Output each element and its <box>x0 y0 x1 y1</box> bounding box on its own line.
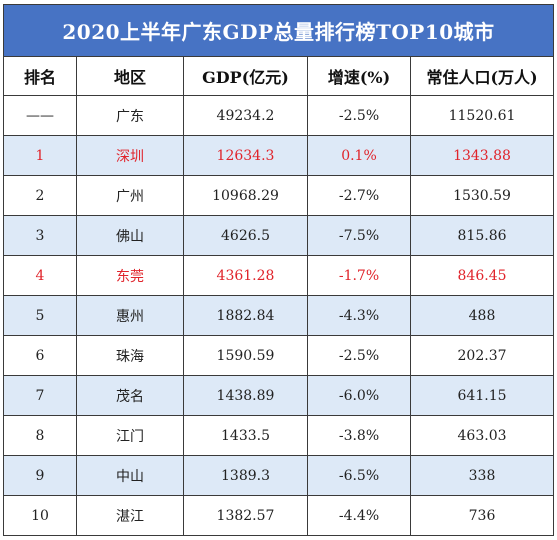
cell-region: 湛江 <box>76 495 184 536</box>
cell-population: 736 <box>409 495 555 536</box>
cell-rank: 8 <box>3 415 77 456</box>
cell-gdp: 1433.5 <box>183 415 308 456</box>
cell-population: 11520.61 <box>409 95 555 136</box>
cell-region: 广东 <box>76 95 184 136</box>
table-row: 7 茂名 1438.89 -6.0% 641.15 <box>3 375 555 416</box>
cell-gdp: 1382.57 <box>183 495 308 536</box>
gdp-ranking-table: 2020上半年广东GDP总量排行榜TOP10城市 排名 地区 GDP(亿元) 增… <box>2 4 555 536</box>
cell-population: 815.86 <box>409 215 555 256</box>
cell-region: 惠州 <box>76 295 184 336</box>
cell-region: 茂名 <box>76 375 184 416</box>
header-gdp: GDP(亿元) <box>183 56 308 96</box>
header-growth: 增速(%) <box>307 56 411 96</box>
table-row: 9 中山 1389.3 -6.5% 338 <box>3 455 555 496</box>
table-title: 2020上半年广东GDP总量排行榜TOP10城市 <box>2 4 555 57</box>
cell-rank: 9 <box>3 455 77 496</box>
cell-gdp: 4361.28 <box>183 255 308 296</box>
cell-growth: -7.5% <box>307 215 411 256</box>
table-row: 1 深圳 12634.3 0.1% 1343.88 <box>3 135 555 176</box>
cell-population: 463.03 <box>409 415 555 456</box>
cell-region: 广州 <box>76 175 184 216</box>
cell-gdp: 1590.59 <box>183 335 308 376</box>
cell-population: 202.37 <box>409 335 555 376</box>
cell-gdp: 10968.29 <box>183 175 308 216</box>
cell-gdp: 4626.5 <box>183 215 308 256</box>
table-row: 5 惠州 1882.84 -4.3% 488 <box>3 295 555 336</box>
cell-region: 深圳 <box>76 135 184 176</box>
table-row: 8 江门 1433.5 -3.8% 463.03 <box>3 415 555 456</box>
cell-growth: -2.5% <box>307 335 411 376</box>
table-row: 3 佛山 4626.5 -7.5% 815.86 <box>3 215 555 256</box>
cell-rank: 4 <box>3 255 77 296</box>
cell-population: 1343.88 <box>409 135 555 176</box>
cell-population: 846.45 <box>409 255 555 296</box>
cell-growth: -6.5% <box>307 455 411 496</box>
cell-growth: -2.5% <box>307 95 411 136</box>
cell-region: 中山 <box>76 455 184 496</box>
cell-region: 珠海 <box>76 335 184 376</box>
cell-rank: 2 <box>3 175 77 216</box>
cell-rank: 6 <box>3 335 77 376</box>
cell-growth: -1.7% <box>307 255 411 296</box>
cell-gdp: 1389.3 <box>183 455 308 496</box>
cell-population: 641.15 <box>409 375 555 416</box>
header-row: 排名 地区 GDP(亿元) 增速(%) 常住人口(万人) <box>3 56 555 96</box>
cell-gdp: 12634.3 <box>183 135 308 176</box>
title-row: 2020上半年广东GDP总量排行榜TOP10城市 <box>2 4 555 57</box>
cell-population: 338 <box>409 455 555 496</box>
cell-rank: 3 <box>3 215 77 256</box>
cell-rank: 7 <box>3 375 77 416</box>
cell-region: 佛山 <box>76 215 184 256</box>
table-row: 6 珠海 1590.59 -2.5% 202.37 <box>3 335 555 376</box>
table-row: 10 湛江 1382.57 -4.4% 736 <box>3 495 555 536</box>
table-row: 4 东莞 4361.28 -1.7% 846.45 <box>3 255 555 296</box>
cell-gdp: 1438.89 <box>183 375 308 416</box>
header-population: 常住人口(万人) <box>409 56 555 96</box>
cell-growth: -6.0% <box>307 375 411 416</box>
cell-population: 488 <box>409 295 555 336</box>
cell-gdp: 1882.84 <box>183 295 308 336</box>
cell-region: 江门 <box>76 415 184 456</box>
header-region: 地区 <box>76 56 184 96</box>
cell-gdp: 49234.2 <box>183 95 308 136</box>
cell-growth: 0.1% <box>307 135 411 176</box>
table-row: —— 广东 49234.2 -2.5% 11520.61 <box>3 95 555 136</box>
cell-rank: —— <box>3 95 77 136</box>
cell-rank: 1 <box>3 135 77 176</box>
cell-rank: 5 <box>3 295 77 336</box>
cell-rank: 10 <box>3 495 77 536</box>
cell-growth: -2.7% <box>307 175 411 216</box>
cell-region: 东莞 <box>76 255 184 296</box>
cell-population: 1530.59 <box>409 175 555 216</box>
header-rank: 排名 <box>3 56 77 96</box>
table-row: 2 广州 10968.29 -2.7% 1530.59 <box>3 175 555 216</box>
cell-growth: -4.3% <box>307 295 411 336</box>
cell-growth: -3.8% <box>307 415 411 456</box>
cell-growth: -4.4% <box>307 495 411 536</box>
